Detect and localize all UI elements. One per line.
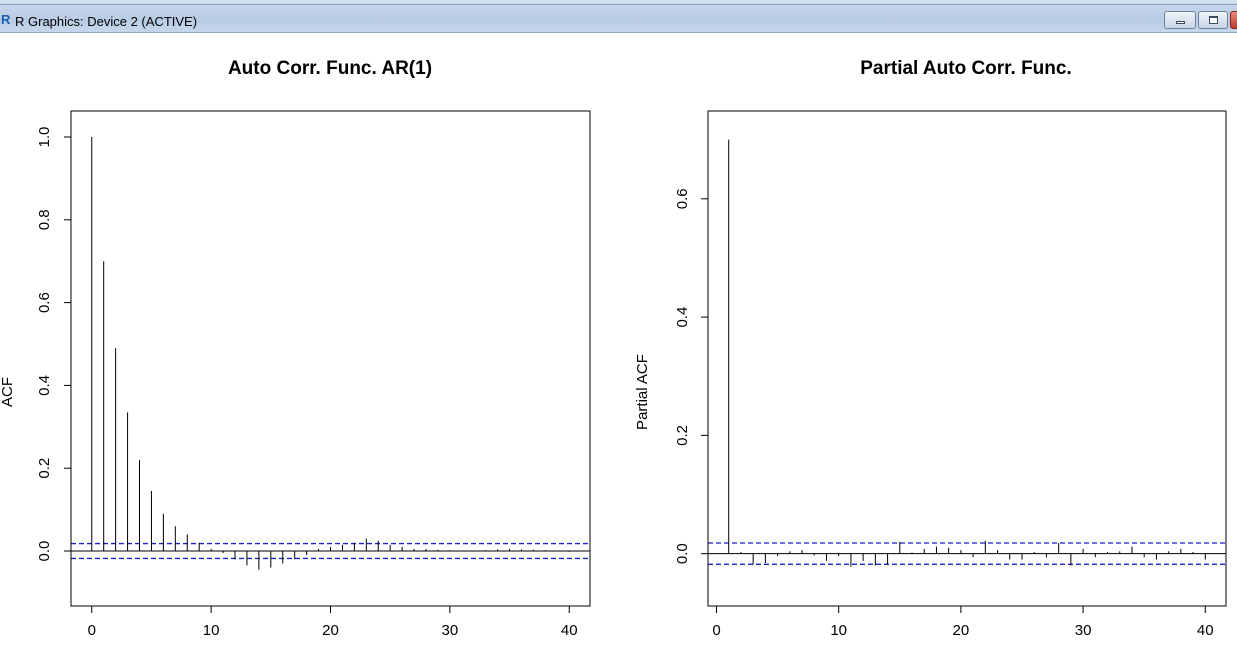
pacf-xtick-label: 10 — [830, 622, 847, 639]
acf-ytick-label: 1.0 — [36, 127, 53, 148]
pacf-ytick-label: 0.6 — [674, 188, 691, 209]
acf-ytick-label: 0.8 — [36, 209, 53, 230]
window-title: R Graphics: Device 2 (ACTIVE) — [15, 14, 198, 29]
acf-xtick-label: 0 — [88, 622, 96, 639]
acf-ytick-label: 0.4 — [36, 375, 53, 396]
r-logo-icon: R — [1, 12, 11, 27]
acf-xtick-label: 40 — [561, 622, 578, 639]
pacf-ylabel: Partial ACF — [634, 354, 651, 430]
minimize-button[interactable] — [1164, 11, 1196, 29]
acf-ytick-label: 0.6 — [36, 292, 53, 313]
maximize-button[interactable] — [1198, 11, 1228, 29]
minimize-icon — [1176, 21, 1185, 24]
window-titlebar[interactable]: R R Graphics: Device 2 (ACTIVE) — [0, 0, 1237, 33]
acf-panel: Auto Corr. Func. AR(1) ACF 0 10 20 30 40 0.0 0.2… — [0, 58, 591, 639]
pacf-xtick-label: 20 — [953, 622, 970, 639]
pacf-xtick-label: 0 — [712, 622, 720, 639]
acf-ytick-label: 0.2 — [36, 458, 53, 479]
acf-xtick-label: 20 — [322, 622, 339, 639]
acf-xtick-label: 30 — [442, 622, 459, 639]
pacf-ytick-label: 0.2 — [674, 425, 691, 446]
titlebar-divider — [0, 4, 1237, 5]
acf-title: Auto Corr. Func. AR(1) — [228, 58, 432, 79]
pacf-ytick-label: 0.0 — [674, 543, 691, 564]
acf-ytick-label: 0.0 — [36, 541, 53, 562]
pacf-title: Partial Auto Corr. Func. — [860, 58, 1072, 79]
close-button[interactable] — [1230, 11, 1237, 29]
plot-canvas: Auto Corr. Func. AR(1) ACF 0 10 20 30 40 0.0 0.2… — [0, 58, 1227, 639]
acf-xtick-label: 10 — [203, 622, 220, 639]
pacf-panel: Partial Auto Corr. Func. Partial ACF 0 10 20… — [634, 58, 1227, 639]
pacf-xtick-label: 30 — [1075, 622, 1092, 639]
pacf-plot-frame — [707, 110, 1227, 607]
acf-ylabel: ACF — [0, 377, 16, 407]
pacf-xtick-label: 40 — [1197, 622, 1214, 639]
maximize-icon — [1209, 16, 1218, 24]
acf-plot-frame — [70, 110, 591, 607]
pacf-ytick-label: 0.4 — [674, 307, 691, 328]
